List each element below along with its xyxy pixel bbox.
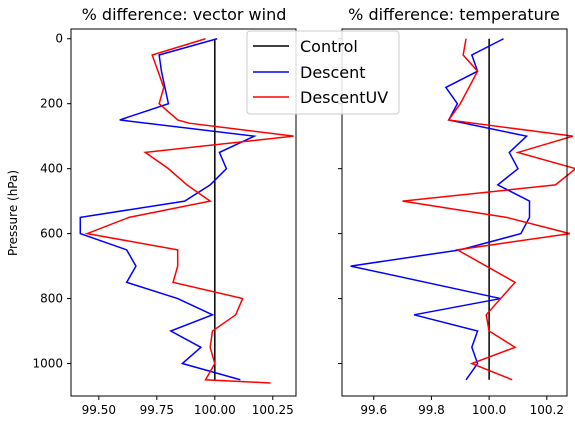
panel-temperature-ticks: 99.6 99.8 100.0 100.2 (338, 38, 564, 417)
x-tick-label-temperature: 99.6 (360, 403, 387, 417)
y-tick-label: 0 (55, 32, 63, 46)
panel-temperature: % difference: temperature 99.6 99.8 100.0 1… (338, 5, 575, 417)
legend-label-control: Control (300, 37, 358, 56)
x-tick-label-temperature: 100.0 (472, 403, 506, 417)
series-line-descentuv-temperature (402, 38, 575, 381)
x-tick-label-vector-wind: 99.50 (82, 403, 116, 417)
panel-vector-wind-data (79, 38, 294, 384)
legend: Control Descent DescentUV (246, 30, 400, 115)
series-line-descent-vector-wind (79, 38, 257, 381)
x-tick-label-temperature: 99.8 (418, 403, 445, 417)
y-tick-label: 600 (40, 227, 63, 241)
panel-title-vector-wind: % difference: vector wind (82, 5, 287, 24)
y-tick-label: 400 (40, 162, 63, 176)
x-tick-label-vector-wind: 100.25 (252, 403, 294, 417)
x-tick-label-vector-wind: 100.00 (194, 403, 236, 417)
series-line-descent-temperature (350, 38, 531, 381)
y-tick-label: 200 (40, 97, 63, 111)
y-axis-label: Pressure (hPa) (6, 170, 20, 256)
legend-label-descentuv: DescentUV (300, 88, 388, 107)
y-tick-label: 1000 (32, 357, 63, 371)
x-tick-label-vector-wind: 99.75 (140, 403, 174, 417)
panel-temperature-data (350, 38, 575, 381)
panel-vector-wind-ticks: 99.50 99.75 100.00 100.25 0 200 400 600 800 1000 (32, 32, 293, 417)
x-tick-label-temperature: 100.2 (530, 403, 564, 417)
panel-title-temperature: % difference: temperature (348, 5, 560, 24)
panel-vector-wind: % difference: vector wind Pressure (hPa)… (6, 5, 297, 417)
panel-vector-wind-frame (70, 28, 297, 397)
panel-temperature-frame (341, 28, 568, 397)
legend-label-descent: Descent (300, 63, 366, 82)
series-line-descentuv-vector-wind (84, 38, 294, 384)
y-tick-label: 800 (40, 292, 63, 306)
legend-box (246, 30, 400, 115)
